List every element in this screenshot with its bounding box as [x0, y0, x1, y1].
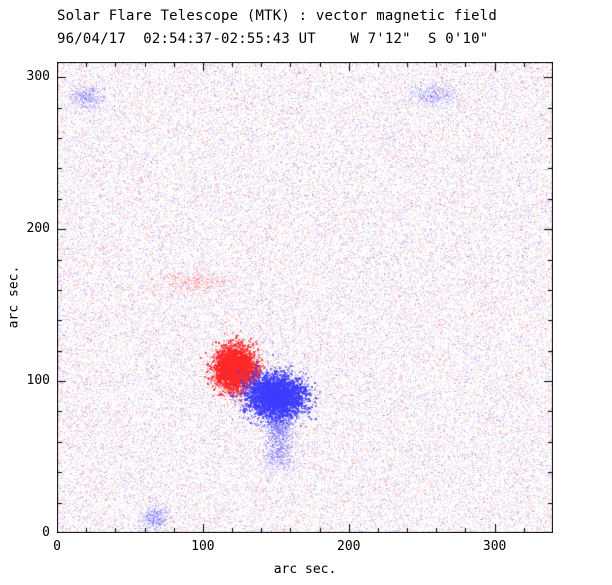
plot-canvas — [57, 62, 553, 533]
x-axis-label: arc sec. — [273, 562, 337, 577]
y-tick-label: 200 — [26, 221, 50, 237]
x-tick-label: 0 — [53, 539, 61, 554]
x-tick-label: 200 — [337, 539, 361, 554]
x-tick-label: 300 — [482, 539, 507, 554]
y-axis-label: arc sec. — [6, 265, 22, 329]
y-tick-label: 100 — [26, 373, 50, 389]
figure-subtitle: 96/04/17 02:54:37-02:55:43 UT W 7'12" S … — [57, 31, 489, 47]
y-tick-label: 0 — [42, 525, 50, 540]
y-tick-label: 300 — [26, 69, 50, 85]
x-tick-label: 100 — [191, 539, 215, 554]
figure-title: Solar Flare Telescope (MTK) : vector mag… — [57, 8, 498, 24]
